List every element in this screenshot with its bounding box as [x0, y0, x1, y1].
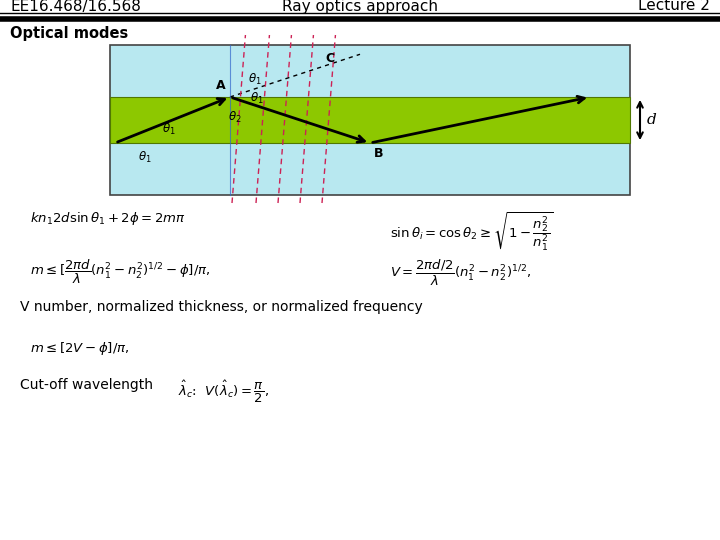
Text: $\hat{\lambda}_c$:  $V(\hat{\lambda}_c) = \dfrac{\pi}{2},$: $\hat{\lambda}_c$: $V(\hat{\lambda}_c) =… — [178, 378, 269, 404]
Text: $\sin \theta_i = \cos \theta_2 \geq \sqrt{1-\dfrac{n_2^2}{n_1^2}}$: $\sin \theta_i = \cos \theta_2 \geq \sqr… — [390, 210, 554, 252]
Text: C: C — [325, 52, 334, 65]
Text: Optical modes: Optical modes — [10, 26, 128, 41]
Text: $\theta_1$: $\theta_1$ — [138, 150, 152, 165]
Text: Lecture 2: Lecture 2 — [638, 0, 710, 14]
Text: $\theta_1$: $\theta_1$ — [248, 72, 261, 87]
Text: $kn_1 2d \sin \theta_1 + 2\phi = 2m\pi$: $kn_1 2d \sin \theta_1 + 2\phi = 2m\pi$ — [30, 210, 186, 227]
Text: B: B — [374, 147, 384, 160]
Text: $\theta_2$: $\theta_2$ — [228, 110, 242, 125]
Text: $m \leq [2V-\phi]/\pi,$: $m \leq [2V-\phi]/\pi,$ — [30, 340, 130, 357]
Text: $\theta_1$: $\theta_1$ — [162, 122, 176, 137]
Text: A: A — [216, 79, 225, 92]
Text: d: d — [647, 113, 657, 127]
Text: V number, normalized thickness, or normalized frequency: V number, normalized thickness, or norma… — [20, 300, 423, 314]
Text: $m \leq [\dfrac{2\pi d}{\lambda}(n_1^2 - n_2^2)^{1/2} - \phi]/\pi,$: $m \leq [\dfrac{2\pi d}{\lambda}(n_1^2 -… — [30, 258, 210, 286]
Text: EE16.468/16.568: EE16.468/16.568 — [10, 0, 141, 14]
Text: Ray optics approach: Ray optics approach — [282, 0, 438, 14]
Bar — [110, 97, 630, 143]
Bar — [110, 45, 630, 195]
Text: $V = \dfrac{2\pi d/2}{\lambda}(n_1^2 - n_2^2)^{1/2},$: $V = \dfrac{2\pi d/2}{\lambda}(n_1^2 - n… — [390, 258, 531, 288]
Text: Cut-off wavelength: Cut-off wavelength — [20, 378, 162, 392]
Text: $\theta_1$: $\theta_1$ — [250, 91, 264, 106]
